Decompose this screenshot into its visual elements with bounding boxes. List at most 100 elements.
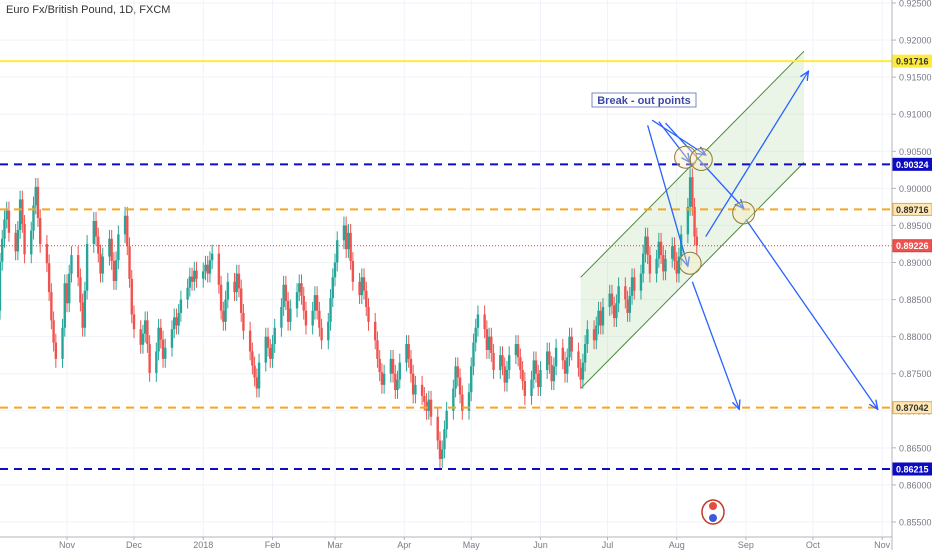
candle (208, 251, 212, 283)
level-price-label-bg (892, 401, 932, 415)
candle-body (657, 241, 661, 259)
candle-body (76, 255, 80, 278)
candle-body (394, 373, 397, 391)
candle-body (615, 303, 618, 319)
candle (81, 293, 84, 337)
candle-body (141, 333, 145, 345)
candle (50, 283, 53, 330)
candle-body (226, 281, 229, 300)
candle (601, 298, 605, 335)
candle (159, 318, 162, 349)
candle (179, 290, 183, 322)
candle (219, 275, 223, 320)
candle (195, 261, 198, 288)
candle (298, 274, 301, 302)
candle-body (313, 295, 317, 311)
candle (226, 272, 229, 309)
candle (467, 383, 471, 420)
candle-body (487, 336, 491, 350)
candle (592, 320, 596, 350)
candle-body (65, 283, 69, 304)
candle-body (671, 246, 674, 259)
candle-body (83, 290, 87, 328)
candle-body (516, 344, 520, 358)
candle (454, 357, 457, 398)
candle (441, 440, 444, 468)
candle (427, 390, 430, 420)
level-price-label-text: 0.86215 (896, 464, 929, 474)
candle (23, 215, 26, 264)
candle-body (110, 238, 113, 262)
candle-body (519, 357, 522, 371)
candle (608, 284, 611, 316)
price-tick-label: 0.86000 (899, 480, 932, 490)
candle (360, 268, 363, 305)
candle-body (30, 230, 33, 255)
candle-body (505, 370, 509, 383)
candle-body (300, 283, 303, 296)
candle-body (126, 215, 129, 247)
candle (655, 249, 658, 283)
candle-body (374, 321, 377, 341)
candle (626, 290, 629, 322)
candle-body (633, 277, 636, 291)
candle-body (391, 358, 395, 374)
candle (519, 348, 522, 379)
candle-body (320, 327, 323, 341)
candle (358, 272, 361, 305)
candle (501, 346, 504, 376)
candle (97, 227, 100, 263)
candle (521, 361, 524, 391)
candle-body (436, 416, 439, 441)
candle-body (97, 236, 100, 254)
candle (206, 255, 209, 283)
candle (333, 253, 337, 287)
candle (378, 349, 381, 382)
candle (329, 289, 332, 331)
candle-body (195, 270, 198, 279)
candle (240, 279, 243, 322)
candle-body (365, 290, 368, 307)
candle (530, 370, 533, 405)
level-price-label-text: 0.90324 (896, 160, 929, 170)
price-tick-label: 0.89500 (899, 221, 932, 231)
candle-body (117, 234, 120, 261)
price-tick-label: 0.91500 (899, 73, 932, 83)
candle-body (362, 277, 366, 291)
time-tick-label: Jul (602, 540, 614, 550)
candle-body (441, 449, 444, 459)
price-tick-label: 0.91000 (899, 110, 932, 120)
candle (148, 335, 151, 382)
candle-body (347, 232, 350, 250)
candle (445, 401, 448, 439)
candle (628, 286, 631, 322)
candle-body (193, 270, 196, 282)
candle-body (45, 243, 49, 264)
candle (367, 298, 370, 331)
candle-body (18, 199, 22, 230)
level-price-label: 0.91716 (892, 54, 932, 68)
candle (170, 320, 174, 357)
candle (331, 268, 334, 307)
candle (414, 375, 417, 404)
candle-body (461, 394, 464, 411)
candle-body (1, 238, 4, 262)
candle-body (429, 399, 433, 417)
candle (54, 333, 58, 368)
candle (327, 312, 330, 350)
candle (492, 344, 495, 379)
candle-body (289, 308, 292, 322)
candle-body (458, 377, 462, 395)
candle (382, 364, 386, 394)
candle-body (532, 360, 535, 380)
candle (376, 331, 379, 368)
candle-body (485, 329, 489, 350)
breakout-circle (678, 251, 702, 275)
candle-body (311, 310, 314, 326)
candle (548, 342, 551, 374)
candle-body (427, 399, 430, 411)
candle (45, 235, 49, 273)
candle-body (599, 310, 602, 326)
candle-body (472, 342, 475, 367)
